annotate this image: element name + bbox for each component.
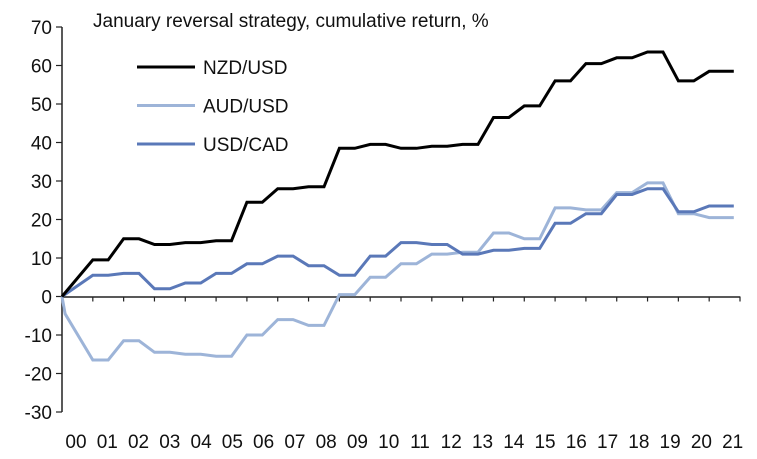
x-tick-label: 15 (534, 432, 555, 453)
x-tick-label: 01 (97, 432, 118, 453)
series-line-aud-usd (60, 181, 734, 362)
legend-label: AUD/USD (203, 97, 289, 118)
y-tick-label: 40 (31, 134, 52, 155)
x-tick-label: 12 (441, 432, 462, 453)
x-tick-label: 03 (159, 432, 180, 453)
x-tick-label: 18 (628, 432, 649, 453)
series-line-nzd-usd (60, 50, 734, 298)
x-tick-label: 09 (347, 432, 368, 453)
x-tick-label: 21 (722, 432, 743, 453)
y-tick-label: -10 (25, 326, 52, 347)
y-tick-label: 30 (31, 172, 52, 193)
x-tick-label: 14 (503, 432, 525, 453)
x-tick-label: 20 (691, 432, 712, 453)
x-tick-label: 04 (191, 432, 213, 453)
y-tick-label: 10 (31, 249, 52, 270)
x-tick-label: 10 (378, 432, 399, 453)
y-tick-label: 20 (31, 211, 52, 232)
y-tick-label: -20 (25, 365, 52, 386)
y-tick-label: -30 (25, 403, 52, 424)
x-tick-label: 13 (472, 432, 493, 453)
x-tick-label: 00 (65, 432, 86, 453)
x-tick-label: 08 (316, 432, 337, 453)
y-ticks: 70 60 50 40 30 20 10 0 -10 -20 -30 (25, 18, 62, 424)
x-tick-label: 11 (410, 432, 430, 453)
x-tick-label: 06 (253, 432, 274, 453)
x-tick-label: 05 (222, 432, 243, 453)
y-tick-label: 60 (31, 57, 52, 78)
y-tick-label: 0 (41, 288, 52, 309)
y-tick-label: 50 (31, 95, 52, 116)
x-tick-label: 16 (566, 432, 587, 453)
series-lines (60, 50, 734, 362)
series-line-usd-cad (61, 187, 734, 298)
x-tick-label: 07 (284, 432, 305, 453)
x-tick-label: 19 (660, 432, 681, 453)
chart-title: January reversal strategy, cumulative re… (93, 11, 489, 32)
legend-label: NZD/USD (203, 58, 287, 79)
legend-label: USD/CAD (203, 135, 289, 156)
legend: NZD/USD AUD/USD USD/CAD (137, 58, 289, 156)
x-tick-label: 02 (128, 432, 149, 453)
y-tick-label: 70 (31, 18, 52, 39)
x-ticks: 00 01 02 03 04 05 06 07 08 09 10 11 12 13 14 15 16 17 18 19… (61, 296, 743, 453)
x-tick-label: 17 (597, 432, 618, 453)
